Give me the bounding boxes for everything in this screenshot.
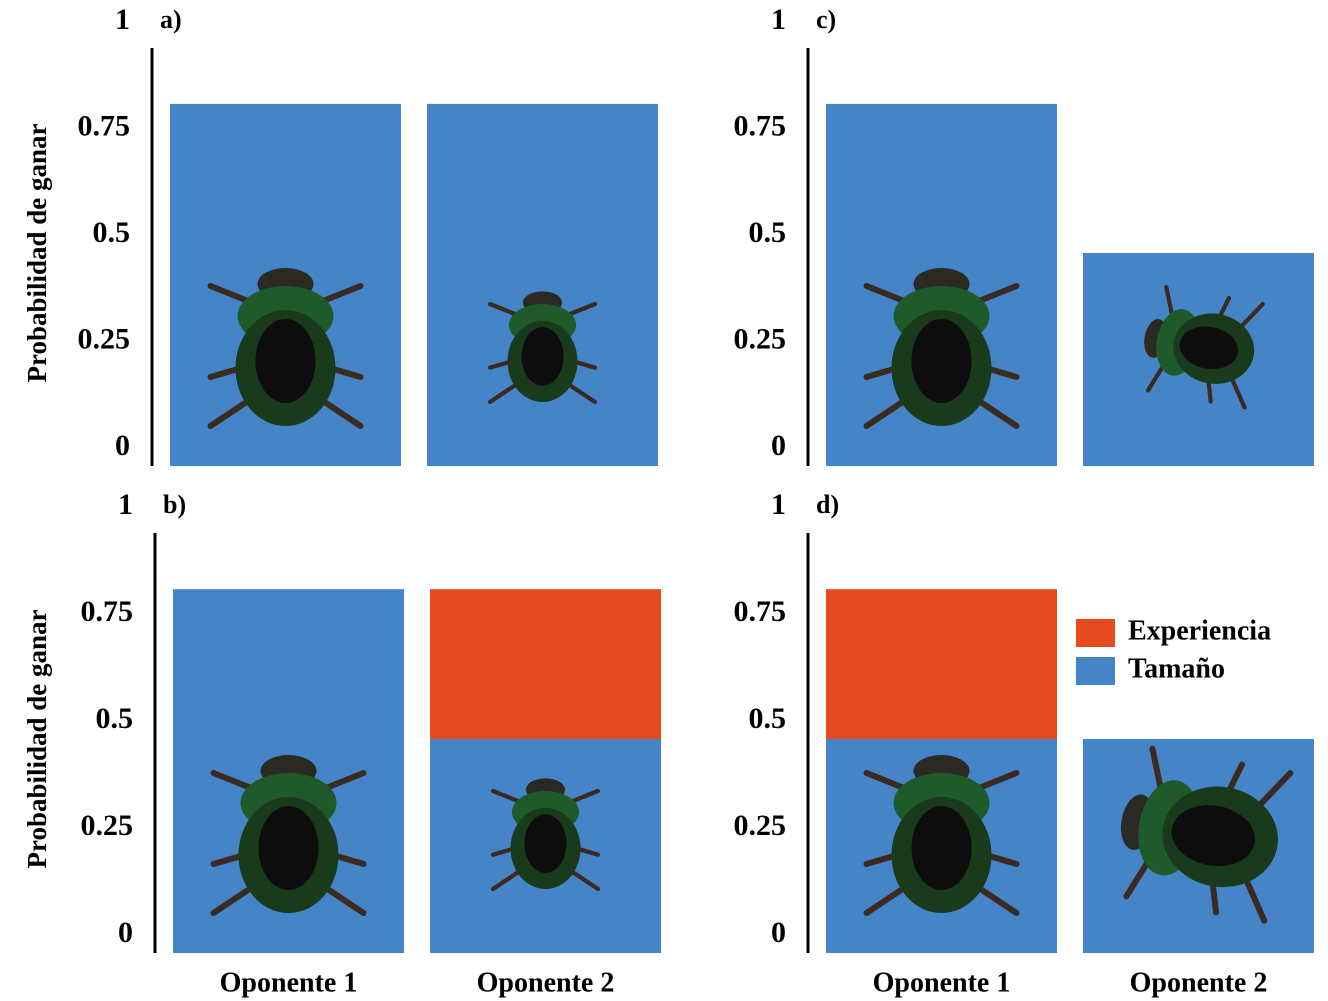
beetle-shine xyxy=(911,806,972,890)
y-tick-label: 0.75 xyxy=(81,595,134,628)
beetle-icon xyxy=(210,755,367,916)
panel-label: a) xyxy=(160,5,182,34)
y-tick-label: 0 xyxy=(771,429,786,462)
legend-swatch xyxy=(1076,619,1115,647)
y-tick-label: 0.25 xyxy=(81,809,134,842)
y-tick-label: 0.75 xyxy=(78,109,131,142)
y-tick-label: 0.25 xyxy=(734,809,787,842)
beetle-icon xyxy=(1144,284,1265,410)
beetle-shine xyxy=(1171,805,1255,867)
y-tick-label: 1 xyxy=(115,3,130,36)
legend-label: Experiencia xyxy=(1128,615,1271,646)
y-tick-label: 0 xyxy=(771,916,786,949)
panel-label: c) xyxy=(816,5,836,34)
legend-swatch xyxy=(1076,657,1115,685)
beetle-shine xyxy=(524,814,567,873)
x-tick-label: Oponente 2 xyxy=(1130,967,1268,998)
bar-segment xyxy=(427,103,658,467)
beetle-icon xyxy=(487,291,598,405)
beetle-icon xyxy=(490,778,601,892)
y-tick-label: 1 xyxy=(771,3,786,36)
y-tick-label: 0.5 xyxy=(749,702,787,735)
y-tick-label: 1 xyxy=(118,488,133,521)
beetle-shine xyxy=(1179,326,1239,370)
legend-label: Tamaño xyxy=(1128,653,1225,684)
beetle-shine xyxy=(258,806,319,890)
beetle-icon xyxy=(207,268,364,429)
beetle-icon xyxy=(863,755,1020,916)
x-tick-label: Oponente 2 xyxy=(477,967,615,998)
beetle-shine xyxy=(521,327,564,386)
beetle-icon xyxy=(1120,745,1294,924)
y-tick-label: 0.5 xyxy=(749,216,787,249)
y-tick-label: 0.5 xyxy=(96,702,134,735)
bar-segment xyxy=(430,589,661,739)
beetle-icon xyxy=(863,268,1020,429)
x-tick-label: Oponente 1 xyxy=(220,967,358,998)
beetle-shine xyxy=(255,319,316,403)
y-tick-label: 0.5 xyxy=(93,216,131,249)
y-axis-title: Probabilidad de ganar xyxy=(22,609,52,868)
y-tick-label: 0 xyxy=(118,916,133,949)
x-tick-label: Oponente 1 xyxy=(873,967,1011,998)
y-tick-label: 0 xyxy=(115,429,130,462)
panel-label: b) xyxy=(163,490,186,519)
y-tick-label: 0.25 xyxy=(734,322,787,355)
panel-label: d) xyxy=(816,490,839,519)
y-tick-label: 0.75 xyxy=(734,109,787,142)
bar-segment xyxy=(826,589,1057,739)
y-tick-label: 0.75 xyxy=(734,595,787,628)
y-axis-title: Probabilidad de ganar xyxy=(22,123,52,382)
y-tick-label: 1 xyxy=(771,488,786,521)
beetle-shine xyxy=(911,319,972,403)
y-tick-label: 0.25 xyxy=(78,322,131,355)
